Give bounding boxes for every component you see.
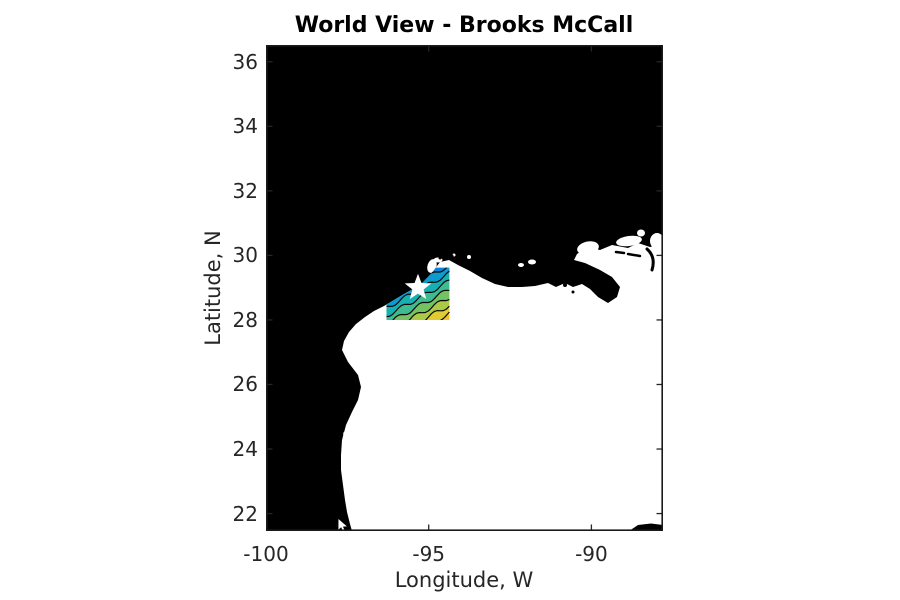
ship-star-icon bbox=[404, 273, 432, 300]
lake-pontchartrain bbox=[577, 241, 599, 255]
y-tick-label: 36 bbox=[232, 49, 258, 74]
galveston-islet2 bbox=[450, 254, 454, 258]
contour-level-line bbox=[386, 305, 450, 320]
y-axis-label: Latitude, N bbox=[201, 230, 225, 346]
laguna-madre bbox=[343, 432, 349, 498]
x-tick-label: -90 bbox=[575, 542, 608, 566]
contour-band bbox=[386, 306, 450, 320]
bay-inlet-dot bbox=[467, 255, 471, 259]
tx-barrier-islet5 bbox=[352, 320, 356, 324]
x-tick-label: -100 bbox=[243, 542, 289, 566]
axes-border bbox=[266, 45, 663, 531]
tx-barrier-islet3 bbox=[370, 305, 376, 311]
mobile-bay bbox=[637, 229, 645, 237]
galveston-bay bbox=[427, 259, 437, 273]
contour-band bbox=[386, 290, 450, 320]
y-tick-label: 32 bbox=[232, 178, 258, 203]
plot-title: World View - Brooks McCall bbox=[294, 13, 634, 38]
lakes-and-bays bbox=[343, 229, 663, 498]
y-tick-label: 26 bbox=[232, 372, 258, 397]
delta-islet bbox=[563, 283, 567, 287]
chandeleur-islands bbox=[645, 247, 655, 272]
x-axis-label: Longitude, W bbox=[394, 568, 534, 592]
tx-barrier-islet1 bbox=[388, 295, 392, 299]
map-plot-area[interactable] bbox=[266, 45, 663, 531]
contour-band bbox=[386, 280, 450, 320]
contour-level-line bbox=[386, 289, 450, 320]
tx-barrier-islet2 bbox=[378, 299, 384, 305]
tx-barrier-islet4 bbox=[361, 312, 365, 316]
y-tick-label: 22 bbox=[232, 501, 258, 526]
mississippi-sound bbox=[616, 235, 642, 247]
barrier-islands-ms bbox=[626, 252, 642, 258]
delta-islet-cross bbox=[606, 282, 618, 294]
matagorda-lagoon bbox=[355, 334, 363, 358]
x-tick-label: -95 bbox=[412, 542, 446, 566]
y-tick-label: 24 bbox=[232, 437, 258, 462]
y-tick-label: 34 bbox=[232, 114, 258, 139]
contour-level-line bbox=[386, 279, 450, 318]
y-tick-label: 28 bbox=[232, 307, 258, 332]
galveston-islet1 bbox=[438, 256, 442, 260]
yucatan-tip bbox=[629, 523, 663, 531]
coastal-bay-east bbox=[650, 233, 663, 249]
contour-band bbox=[386, 299, 450, 320]
islands bbox=[352, 247, 663, 531]
barrier-islands-ms2 bbox=[614, 250, 626, 255]
sabine-lake bbox=[518, 263, 524, 267]
contour-level-line bbox=[386, 298, 450, 320]
calcasieu-lake bbox=[528, 259, 536, 265]
y-tick-label: 30 bbox=[232, 243, 258, 268]
delta-islet2 bbox=[571, 290, 575, 294]
